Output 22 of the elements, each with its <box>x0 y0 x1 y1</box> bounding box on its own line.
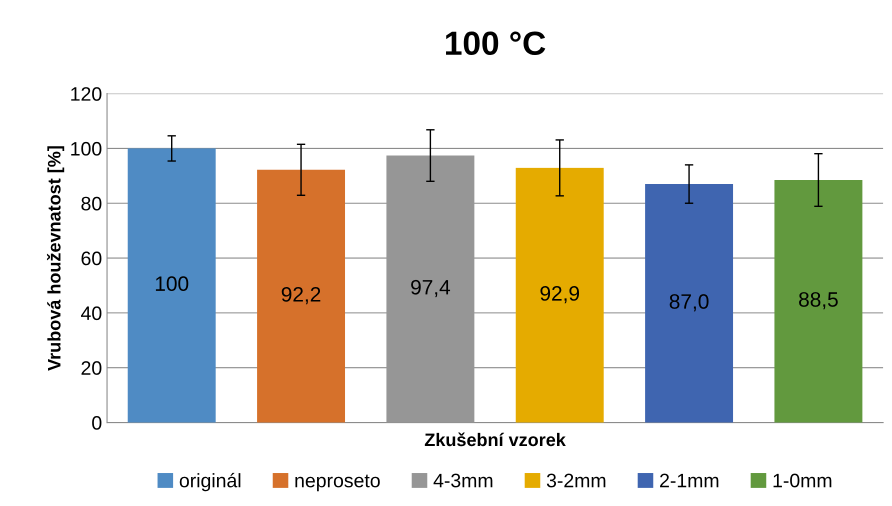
data-label: 88,5 <box>799 292 838 310</box>
y-tick-label: 60 <box>82 252 102 266</box>
legend-label: 3-2mm <box>546 474 606 488</box>
data-label: 92,2 <box>282 286 320 304</box>
data-label: 97,4 <box>411 280 450 298</box>
y-tick-label: 100 <box>71 142 102 156</box>
data-label: 92,9 <box>540 286 580 304</box>
legend-label: 1-0mm <box>774 474 832 488</box>
y-axis-title: Vrubová houževnatost [%] <box>46 146 64 371</box>
data-label: 87,0 <box>670 294 709 312</box>
legend-label: neproseto <box>295 474 380 492</box>
y-tick-label: 20 <box>82 361 102 375</box>
legend-label: 2-1mm <box>660 474 718 488</box>
y-tick-label: 40 <box>81 306 102 320</box>
y-tick-label: 0 <box>92 416 102 430</box>
legend-label: originál <box>180 472 240 492</box>
chart-title: 100 °C <box>446 31 546 56</box>
y-tick-label: 120 <box>71 87 102 101</box>
x-axis-title: Zkušební vzorek <box>424 432 566 446</box>
y-tick-label: 80 <box>81 196 102 210</box>
legend-label: 4-3mm <box>434 474 492 488</box>
data-label: 100 <box>156 276 188 292</box>
